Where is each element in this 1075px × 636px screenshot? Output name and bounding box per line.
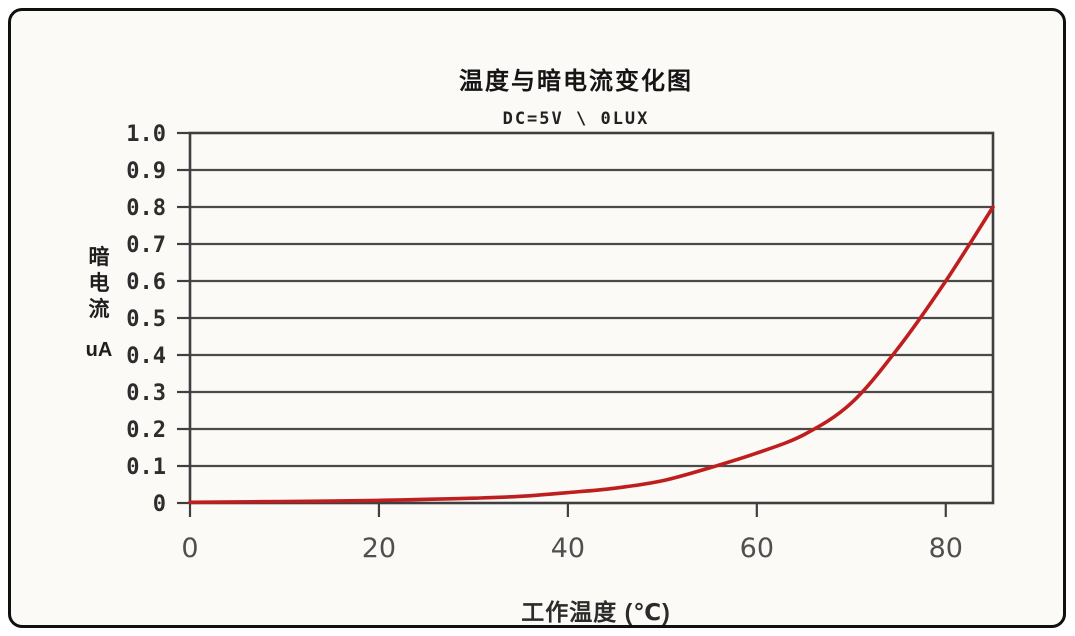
y-tick-label: 0.2	[126, 418, 166, 443]
y-tick-label: 1.0	[126, 122, 166, 147]
chart-subtitle: DC=5V \ 0LUX	[502, 109, 650, 129]
y-tick-label: 0.9	[126, 159, 166, 184]
y-tick-label: 0.8	[126, 196, 166, 221]
x-tick-label: 20	[362, 533, 396, 564]
chart-title: 温度与暗电流变化图	[459, 68, 693, 95]
plot-border	[188, 131, 995, 505]
y-tick-label: 0.4	[126, 344, 166, 369]
y-axis-label: 暗电流	[88, 246, 110, 321]
y-tick-label: 0.3	[126, 381, 166, 406]
y-tick-label: 0.7	[126, 233, 166, 258]
dark-current-curve	[188, 205, 995, 505]
x-tick-label: 80	[929, 533, 963, 564]
x-axis-label: 工作温度 (℃)	[521, 599, 671, 625]
y-axis-unit: uA	[85, 339, 113, 361]
x-tick-label: 60	[740, 533, 774, 564]
y-tick-label: 0	[153, 492, 166, 517]
x-tick-label: 40	[551, 533, 585, 564]
x-tick-label: 0	[181, 533, 198, 564]
y-tick-label: 0.1	[126, 455, 166, 480]
y-tick-label: 0.5	[126, 307, 166, 332]
y-tick-label: 0.6	[126, 270, 166, 295]
